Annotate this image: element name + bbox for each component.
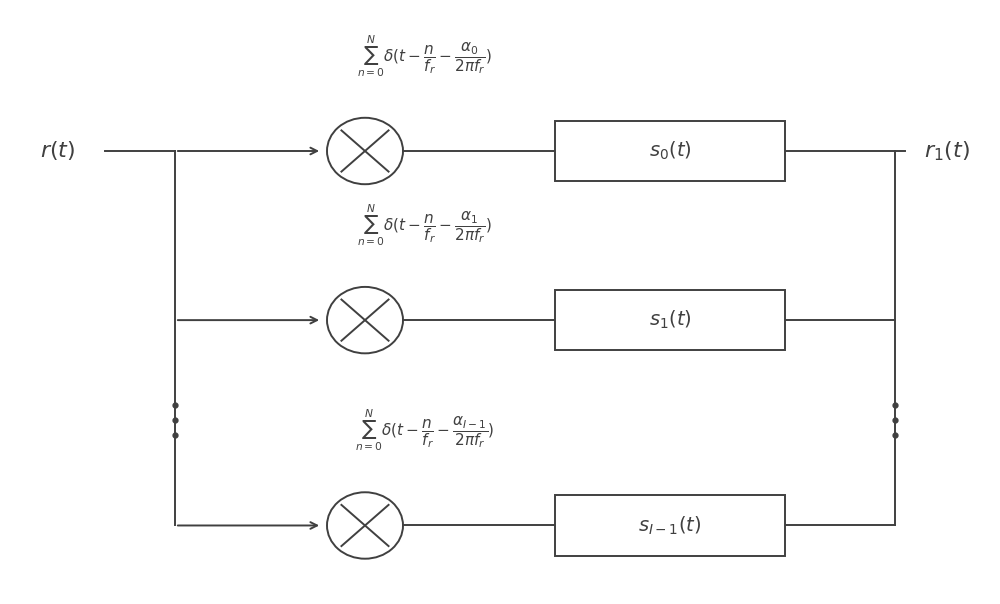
Text: $s_{I-1}(t)$: $s_{I-1}(t)$ bbox=[638, 515, 702, 536]
Text: $r_1(t)$: $r_1(t)$ bbox=[924, 139, 970, 163]
Text: $s_1(t)$: $s_1(t)$ bbox=[649, 309, 691, 331]
Text: $\sum_{n=0}^{N}\delta(t-\dfrac{n}{f_r}-\dfrac{\alpha_{I-1}}{2\pi f_r})$: $\sum_{n=0}^{N}\delta(t-\dfrac{n}{f_r}-\… bbox=[355, 408, 495, 453]
Bar bbox=[555, 290, 785, 350]
Text: $\sum_{n=0}^{N}\delta(t-\dfrac{n}{f_r}-\dfrac{\alpha_1}{2\pi f_r})$: $\sum_{n=0}^{N}\delta(t-\dfrac{n}{f_r}-\… bbox=[357, 202, 493, 248]
Bar bbox=[555, 121, 785, 181]
Text: $s_0(t)$: $s_0(t)$ bbox=[649, 140, 691, 162]
Text: $\sum_{n=0}^{N}\delta(t-\dfrac{n}{f_r}-\dfrac{\alpha_0}{2\pi f_r})$: $\sum_{n=0}^{N}\delta(t-\dfrac{n}{f_r}-\… bbox=[357, 33, 493, 79]
Text: $r(t)$: $r(t)$ bbox=[40, 140, 75, 162]
Bar bbox=[555, 495, 785, 556]
